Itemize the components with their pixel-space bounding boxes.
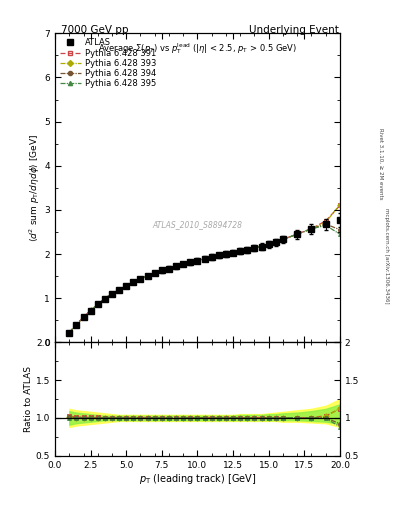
Text: ATLAS_2010_S8894728: ATLAS_2010_S8894728 bbox=[152, 220, 242, 229]
Text: Underlying Event: Underlying Event bbox=[249, 25, 339, 35]
Text: 7000 GeV pp: 7000 GeV pp bbox=[61, 25, 129, 35]
Y-axis label: Ratio to ATLAS: Ratio to ATLAS bbox=[24, 366, 33, 432]
Legend: ATLAS, Pythia 6.428 391, Pythia 6.428 393, Pythia 6.428 394, Pythia 6.428 395: ATLAS, Pythia 6.428 391, Pythia 6.428 39… bbox=[57, 36, 159, 91]
X-axis label: $p_{\mathrm{T}}$ (leading track) [GeV]: $p_{\mathrm{T}}$ (leading track) [GeV] bbox=[139, 472, 256, 486]
Text: Rivet 3.1.10, ≥ 2M events: Rivet 3.1.10, ≥ 2M events bbox=[378, 128, 383, 200]
Y-axis label: $\langle d^2$ sum $p_\mathrm{T}/d\eta d\phi\rangle$ [GeV]: $\langle d^2$ sum $p_\mathrm{T}/d\eta d\… bbox=[27, 134, 42, 242]
Text: Average $\Sigma(p_\mathrm{T})$ vs $p_\mathrm{T}^\mathrm{lead}$ ($|\eta|$ < 2.5, : Average $\Sigma(p_\mathrm{T})$ vs $p_\ma… bbox=[98, 41, 297, 56]
Text: mcplots.cern.ch [arXiv:1306.3436]: mcplots.cern.ch [arXiv:1306.3436] bbox=[384, 208, 389, 304]
